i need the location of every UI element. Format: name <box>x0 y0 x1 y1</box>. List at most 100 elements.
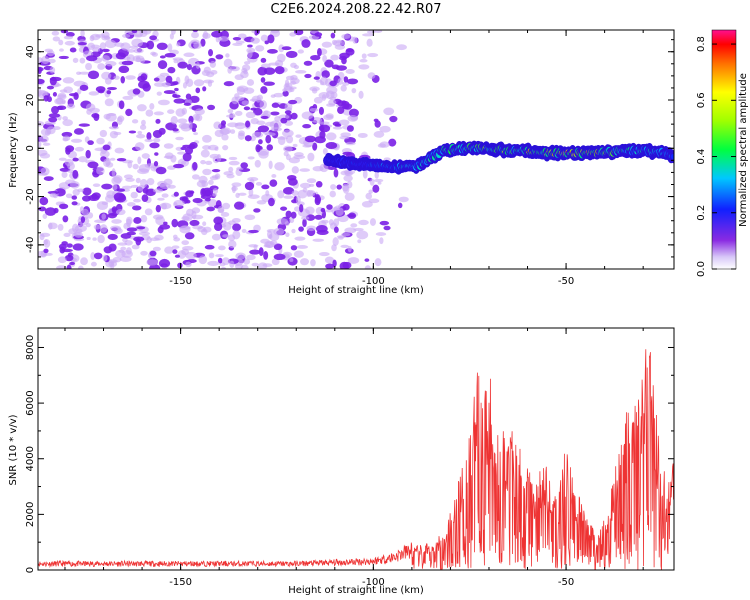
noise-speck <box>188 121 193 131</box>
noise-speck <box>234 96 245 101</box>
noise-speck <box>122 95 134 100</box>
noise-speck <box>202 86 207 92</box>
noise-speck <box>127 49 136 53</box>
noise-speck <box>212 187 219 194</box>
noise-speck <box>108 261 118 267</box>
noise-speck <box>250 37 260 44</box>
noise-speck <box>243 69 248 75</box>
noise-speck <box>283 195 294 199</box>
noise-speck <box>306 225 317 232</box>
noise-speck <box>104 98 114 107</box>
noise-speck <box>244 214 256 221</box>
noise-speck <box>295 195 301 205</box>
noise-speck <box>118 100 125 110</box>
noise-speck <box>326 103 336 107</box>
noise-speck <box>211 168 221 173</box>
y-tick-label: -20 <box>25 188 36 204</box>
noise-speck <box>177 151 186 155</box>
noise-speck <box>266 228 276 233</box>
noise-speck <box>219 128 230 135</box>
noise-speck <box>176 42 181 47</box>
noise-speck <box>117 242 128 246</box>
noise-speck <box>125 75 136 80</box>
noise-speck <box>138 80 150 89</box>
noise-speck <box>278 114 290 120</box>
noise-speck <box>46 85 55 90</box>
noise-speck <box>388 138 397 147</box>
snr-line <box>38 349 674 570</box>
noise-speck <box>263 81 275 86</box>
noise-speck <box>65 147 71 155</box>
noise-speck <box>283 145 293 153</box>
noise-speck <box>72 57 79 63</box>
noise-speck <box>43 239 48 245</box>
noise-speck <box>169 33 174 40</box>
track-mid <box>670 153 674 160</box>
noise-speck <box>331 244 337 252</box>
noise-speck <box>314 214 323 220</box>
noise-speck <box>276 53 286 63</box>
noise-speck <box>201 228 208 236</box>
noise-speck <box>59 48 64 52</box>
noise-speck <box>48 58 56 64</box>
noise-speck <box>181 240 190 246</box>
noise-speck <box>260 86 268 94</box>
noise-speck <box>374 258 382 267</box>
noise-speck <box>136 226 146 230</box>
noise-speck <box>304 135 317 143</box>
noise-speck <box>228 166 234 173</box>
noise-speck <box>227 108 234 114</box>
noise-speck <box>292 143 298 148</box>
noise-speck <box>99 129 108 138</box>
noise-speck <box>369 218 377 226</box>
noise-speck <box>273 92 284 98</box>
noise-speck <box>129 45 139 50</box>
noise-speck <box>255 98 261 103</box>
noise-speck <box>297 49 304 54</box>
noise-speck <box>39 196 49 206</box>
x-tick-label: -150 <box>169 577 192 588</box>
noise-speck <box>185 93 192 100</box>
noise-speck <box>294 236 306 241</box>
noise-speck <box>290 77 300 85</box>
noise-speck <box>191 210 197 220</box>
noise-speck <box>80 257 88 266</box>
noise-speck <box>44 207 57 216</box>
noise-speck <box>304 73 312 79</box>
noise-speck <box>309 108 319 112</box>
noise-speck <box>165 75 173 84</box>
noise-speck <box>298 226 304 232</box>
noise-speck <box>254 159 261 168</box>
noise-speck <box>132 55 145 63</box>
colorbar-tick-label: 0.8 <box>696 36 707 52</box>
noise-speck <box>302 218 307 228</box>
noise-speck <box>38 67 42 75</box>
noise-speck <box>189 141 198 149</box>
noise-speck <box>186 63 192 71</box>
noise-speck <box>177 61 188 69</box>
noise-speck <box>330 54 339 61</box>
noise-speck <box>206 206 215 212</box>
noise-speck <box>91 193 98 200</box>
noise-speck <box>246 79 255 86</box>
noise-speck <box>192 225 204 230</box>
noise-speck <box>153 161 159 167</box>
noise-speck <box>369 178 375 186</box>
noise-speck <box>289 217 295 224</box>
noise-speck <box>337 236 344 240</box>
noise-speck <box>325 142 338 150</box>
noise-speck <box>108 126 119 130</box>
noise-speck <box>88 91 99 96</box>
noise-speck <box>201 180 206 187</box>
noise-speck <box>353 227 364 232</box>
noise-speck <box>72 243 84 251</box>
noise-speck <box>171 218 179 228</box>
noise-speck <box>66 243 73 248</box>
y-tick-label: 6000 <box>25 390 36 415</box>
noise-speck <box>299 182 311 189</box>
noise-speck <box>319 131 326 139</box>
noise-speck <box>238 192 247 196</box>
noise-speck <box>104 39 117 49</box>
noise-speck <box>153 77 160 82</box>
